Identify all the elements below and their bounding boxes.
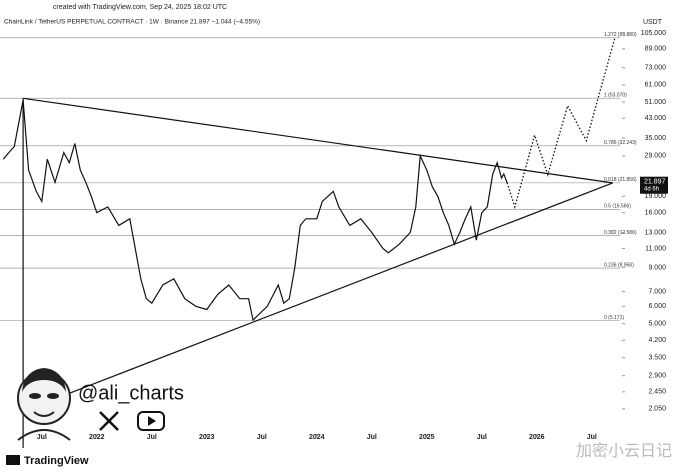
y-tick-label: 73.000 [645,65,667,72]
price-tag-label: 21.897 [644,179,666,186]
trendline [22,182,613,412]
y-tick-label: 5.000 [648,321,666,328]
y-tick-label: 6.000 [648,303,666,310]
trendline [23,97,613,184]
price-line [2,99,508,322]
youtube-icon [137,411,165,431]
y-tick-label: 9.000 [648,264,666,271]
plot: 1.272 (99.880) 1 (53.070) 0.786 (32.243) 0.… [0,30,668,448]
y-tick-label: 19.000 [645,193,667,200]
y-tick-label: 105.000 [641,30,666,37]
fib-label: 0.618 (21.856) [604,177,637,183]
watermark: 加密小云日记 [576,442,672,460]
y-tick-label: 13.000 [645,229,667,236]
chart-title: ChainLink / TetherUS PERPETUAL CONTRACT … [4,19,260,26]
y-tick-label: 29.000 [645,153,667,160]
fib-label: 0.382 (12.586) [604,230,637,236]
y-tick-label: 4.200 [648,337,666,344]
price-tag [640,176,668,194]
x-tick-label: Jul [477,434,487,441]
y-tick-label: 16.000 [645,210,667,217]
countdown: 4d 6h [644,186,659,192]
y-tick-label: 2.450 [648,389,666,396]
x-tick-label: Jul [147,434,157,441]
created-note: created with TradingView.com, Sep 24, 20… [53,4,227,11]
x-tick-label: 2025 [419,434,435,441]
x-tick-label: Jul [37,434,47,441]
y-tick-label: 11.000 [645,245,666,252]
fib-label: 0 (5.171) [604,315,624,321]
x-tick-label: Jul [257,434,267,441]
x-icon [99,411,119,431]
x-tick-label: Jul [587,434,597,441]
y-tick-label: 51.000 [645,99,667,106]
handle: @ali_charts [78,382,184,404]
x-tick-label: 2024 [309,434,325,441]
fib-label: 0.5 (16.566) [604,204,631,210]
y-tick-label: 43.000 [645,115,667,122]
x-tick-label: Jul [367,434,377,441]
brand: TradingView [24,455,89,467]
y-tick-label: 61.000 [645,82,667,89]
y-tick-label: 89.000 [645,46,667,53]
avatar [17,368,71,441]
x-tick-label: 2026 [529,434,545,441]
y-tick-label: 35.000 [645,135,667,142]
y-tick-label: 3.500 [648,355,666,362]
fib-label: 1 (53.070) [604,93,627,99]
x-tick-label: 2022 [89,434,105,441]
currency: USDT [643,19,663,26]
fib-label: 0.786 (32.243) [604,140,637,146]
fib-label: 1.272 (99.880) [604,32,637,38]
fib-label: 0.236 (8.958) [604,262,634,268]
y-tick-label: 7.000 [648,288,666,295]
brand-logo [6,455,20,465]
projection-line [506,37,616,210]
x-tick-label: 2023 [199,434,215,441]
y-tick-label: 2.050 [648,406,666,413]
y-tick-label: 2.900 [648,373,666,380]
